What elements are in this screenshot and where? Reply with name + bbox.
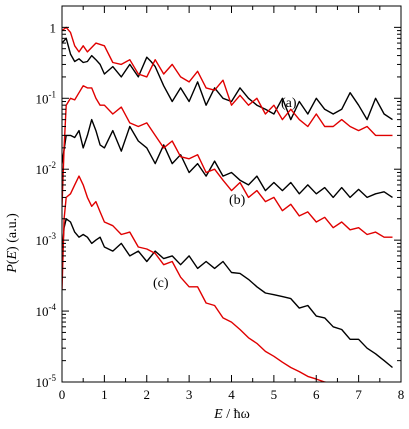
x-tick-label: 3: [186, 387, 193, 402]
x-tick-label: 4: [228, 387, 235, 402]
series-line-red-4: [62, 85, 393, 238]
series-line-black-1: [62, 37, 393, 121]
x-tick-label: 2: [144, 387, 151, 402]
x-tick-label: 8: [398, 387, 405, 402]
y-tick-label: 10-3: [36, 231, 57, 248]
x-tick-label: 1: [101, 387, 108, 402]
x-tick-label: 5: [271, 387, 278, 402]
x-axis-label: E / ħω: [213, 407, 250, 422]
series-layer: [62, 26, 393, 382]
x-tick-label: 6: [313, 387, 320, 402]
y-tick-label: 10-1: [36, 89, 57, 106]
series-line-red-6: [62, 175, 329, 382]
x-tick-label: 0: [59, 387, 66, 402]
y-tick-label: 1: [50, 20, 57, 35]
labels-layer: 0 1 2 3 4 5 6 7 8 1 10-1 10-2 10-3 10-4 10-5: [36, 20, 405, 402]
annotation-c: (c): [153, 276, 169, 291]
x-tick-label: 7: [355, 387, 362, 402]
annotation-b: (b): [229, 193, 246, 208]
y-tick-label: 10-4: [36, 302, 57, 319]
series-line-black-3: [62, 118, 393, 199]
series-line-red-2: [62, 26, 393, 137]
annotation-a: (a): [281, 96, 297, 111]
series-line-black-5: [62, 218, 393, 369]
y-tick-label: 10-2: [36, 160, 57, 177]
y-axis-label: P(E) (a.u.): [5, 213, 20, 274]
ticks-layer: [61, 5, 402, 383]
y-tick-label: 10-5: [36, 373, 57, 390]
